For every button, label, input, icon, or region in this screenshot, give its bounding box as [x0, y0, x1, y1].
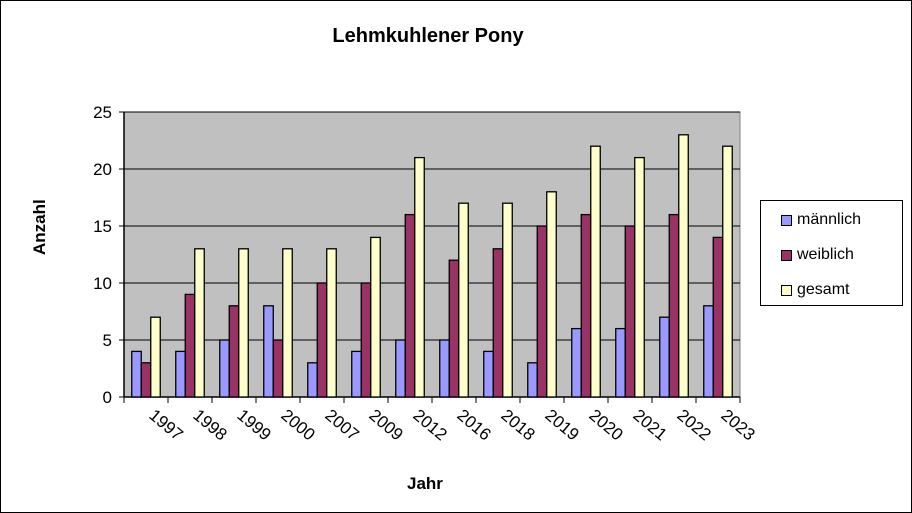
y-tick-label: 25	[93, 103, 112, 122]
bar	[703, 305, 714, 398]
x-tick-label: 2021	[629, 406, 670, 445]
x-tick-label: 2019	[541, 406, 582, 445]
plot-background	[123, 111, 741, 398]
bar	[404, 213, 416, 398]
bar	[184, 293, 196, 398]
y-tick-label: 0	[103, 388, 112, 407]
bar	[483, 350, 494, 398]
bar	[448, 259, 460, 398]
x-tick-label: 2016	[453, 406, 494, 445]
bar	[492, 248, 504, 398]
bar	[238, 248, 249, 398]
x-tick-label: 2020	[585, 406, 626, 445]
legend-item-gesamt: gesamt	[781, 281, 849, 299]
chart-title: Lehmkuhlener Pony	[332, 25, 524, 47]
bar	[395, 339, 406, 398]
bar	[615, 327, 626, 398]
x-tick-label: 2012	[409, 406, 450, 445]
legend-swatch-icon	[781, 214, 792, 226]
y-tick-label: 15	[93, 217, 112, 236]
bar	[678, 134, 689, 398]
bar	[546, 191, 557, 398]
bar	[263, 305, 274, 398]
bar	[668, 213, 680, 398]
bar	[571, 327, 582, 398]
x-tick-label: 2009	[365, 406, 406, 445]
bar	[140, 362, 152, 398]
bar	[659, 316, 670, 398]
bar	[580, 213, 592, 398]
bar	[360, 282, 372, 398]
bar	[150, 316, 161, 398]
legend: männlich weiblich gesamt	[760, 200, 903, 306]
y-tick-label: 5	[103, 331, 112, 350]
legend-swatch-icon	[781, 284, 792, 296]
legend-swatch-icon	[781, 249, 792, 261]
bar	[282, 248, 293, 398]
y-tick-label: 10	[93, 274, 112, 293]
bar	[458, 202, 469, 398]
bar	[439, 339, 450, 398]
legend-item-weiblich: weiblich	[781, 246, 854, 264]
bar	[590, 145, 601, 398]
bar	[502, 202, 513, 398]
x-tick-label: 1999	[233, 406, 274, 445]
legend-item-maennlich: männlich	[781, 211, 861, 229]
bar	[624, 225, 636, 398]
bar	[370, 236, 381, 398]
x-tick-label: 1998	[189, 406, 230, 445]
x-axis-label: Jahr	[407, 474, 443, 493]
x-tick-label: 2000	[277, 406, 318, 445]
bar	[316, 282, 328, 398]
bar	[272, 339, 284, 398]
bar	[326, 248, 337, 398]
bar	[219, 339, 230, 398]
bar	[712, 236, 724, 398]
x-tick-label: 2022	[673, 406, 714, 445]
bar	[228, 305, 240, 398]
x-tick-label: 2023	[717, 406, 758, 445]
y-tick-label: 20	[93, 160, 112, 179]
bar	[307, 362, 318, 398]
x-tick-label: 2007	[321, 406, 362, 445]
bar	[536, 225, 548, 398]
bar	[175, 350, 186, 398]
x-tick-label: 2018	[497, 406, 538, 445]
bar	[527, 362, 538, 398]
bar	[351, 350, 362, 398]
bar	[722, 145, 733, 398]
x-tick-label: 1997	[145, 406, 186, 445]
bar	[634, 156, 645, 398]
bar	[414, 156, 425, 398]
bar	[131, 350, 142, 398]
bar	[194, 248, 205, 398]
